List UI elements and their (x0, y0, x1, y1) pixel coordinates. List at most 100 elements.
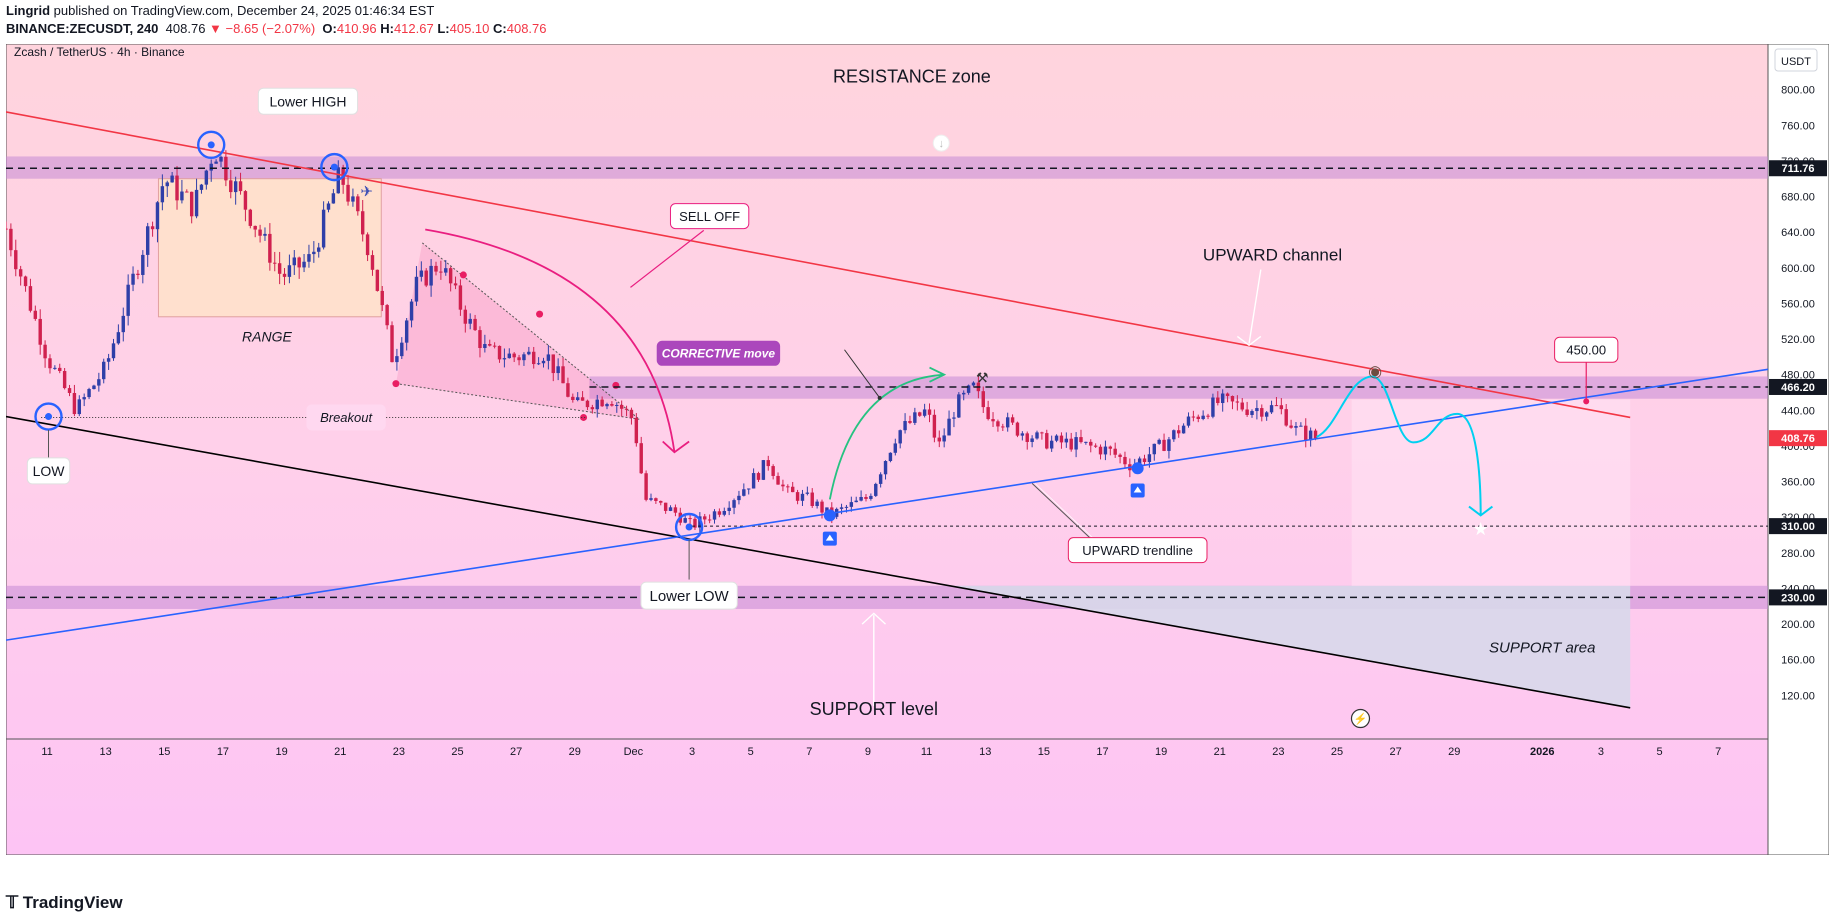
x-tick-label: 17 (217, 746, 229, 758)
projection-path (1316, 375, 1482, 516)
candle (659, 500, 663, 506)
y-tick-label: 440.00 (1781, 405, 1815, 417)
pivot-circle (320, 152, 349, 182)
breakout-box (306, 404, 386, 431)
candle (781, 479, 785, 492)
x-tick-label: 15 (158, 746, 170, 758)
currency-button[interactable] (1774, 48, 1818, 72)
candle (703, 513, 707, 525)
candle (497, 345, 502, 363)
pivot-circle (34, 402, 63, 431)
price-chart[interactable]: ★ ◉ ⚒ ✈ ↓ ⚡ RESISTANCE zone Lower HIGH RANGE Bre… (4, 43, 1829, 856)
tradingview-logo[interactable]: 𝕋 TradingView (6, 893, 123, 913)
channel-pointer-head (1236, 335, 1262, 347)
last-price: 408.76 (165, 21, 206, 36)
down-arrow-glyph: ↓ (938, 138, 944, 150)
price-marker-box (1769, 589, 1827, 606)
candle (937, 430, 941, 448)
candle-body (962, 392, 966, 395)
candle (395, 348, 399, 371)
candle-body (331, 193, 336, 204)
candle (512, 352, 516, 363)
candle (141, 250, 145, 284)
x-tick-label: 9 (865, 746, 871, 758)
candle-body (756, 473, 761, 480)
candle (927, 403, 932, 423)
candle-body (771, 466, 775, 476)
candle (1304, 418, 1308, 448)
candle (277, 251, 282, 285)
candle-body (297, 257, 301, 268)
candle (434, 261, 438, 276)
candle (561, 357, 565, 384)
candle-body (97, 379, 101, 386)
author-name[interactable]: Lingrid (6, 3, 51, 18)
candle-body (453, 283, 458, 286)
currency-label: USDT (1781, 56, 1811, 68)
candle (317, 242, 321, 258)
close-value: 408.76 (506, 21, 547, 36)
upward-trendline-text: UPWARD trendline (1082, 543, 1193, 558)
candle-body (947, 418, 951, 436)
target-450-label: 450.00 (1554, 336, 1619, 363)
candle-body (1260, 408, 1264, 417)
candle (1045, 429, 1049, 450)
candle (727, 501, 731, 516)
pivot-dot (45, 413, 53, 421)
upward-trendline-label: UPWARD trendline (1067, 537, 1208, 564)
candle (1289, 419, 1293, 429)
candle-body (243, 191, 248, 210)
low-value: 405.10 (449, 21, 490, 36)
price-marker-box (1769, 518, 1827, 535)
buy-signal-arrow (1133, 486, 1142, 493)
candle (639, 436, 643, 475)
candle (952, 411, 956, 428)
candle (1220, 389, 1225, 412)
candle-body (644, 473, 648, 500)
candle-body (903, 421, 907, 431)
candle (981, 386, 985, 413)
candle-body (18, 269, 23, 277)
candle-body (102, 361, 106, 380)
candle (747, 488, 751, 495)
candle-body (321, 209, 326, 248)
candle (1054, 434, 1059, 443)
candle-body (1137, 458, 1142, 466)
candle (996, 419, 1000, 432)
candle (1035, 430, 1039, 440)
candle (404, 317, 409, 351)
candle (43, 340, 47, 368)
candle-body (1025, 433, 1029, 442)
candle (1279, 398, 1284, 415)
candle (1010, 414, 1015, 426)
candle (92, 384, 96, 390)
x-tick-label: Dec (624, 746, 644, 758)
candle-body (1103, 446, 1108, 455)
published-text: published on TradingView.com, December 2… (53, 3, 435, 18)
candle-body (1177, 430, 1181, 434)
chart-frame[interactable]: ★ ◉ ⚒ ✈ ↓ ⚡ RESISTANCE zone Lower HIGH RANGE Bre… (4, 43, 1829, 856)
candle-body (1005, 417, 1010, 428)
candle-body (1279, 405, 1284, 410)
candle-body (795, 492, 800, 501)
candle-body (1294, 426, 1298, 428)
y-tick-label: 680.00 (1781, 192, 1815, 204)
candle (360, 200, 365, 242)
candle (14, 239, 18, 277)
candle-body (595, 399, 599, 410)
candle-body (1289, 425, 1293, 428)
candle (1152, 443, 1156, 461)
lightning-icon[interactable] (1350, 708, 1371, 729)
corrective-arc (828, 373, 945, 500)
price-marker-text: 408.76 (1781, 433, 1815, 445)
target-dot (1583, 398, 1590, 405)
candle (786, 484, 790, 493)
candle (302, 253, 306, 273)
candle (390, 321, 394, 363)
candle (1181, 423, 1186, 434)
candle-body (424, 270, 428, 286)
candle-body (253, 225, 257, 230)
candle-body (370, 255, 375, 270)
candle-body (488, 344, 492, 346)
candle-body (1220, 393, 1225, 404)
